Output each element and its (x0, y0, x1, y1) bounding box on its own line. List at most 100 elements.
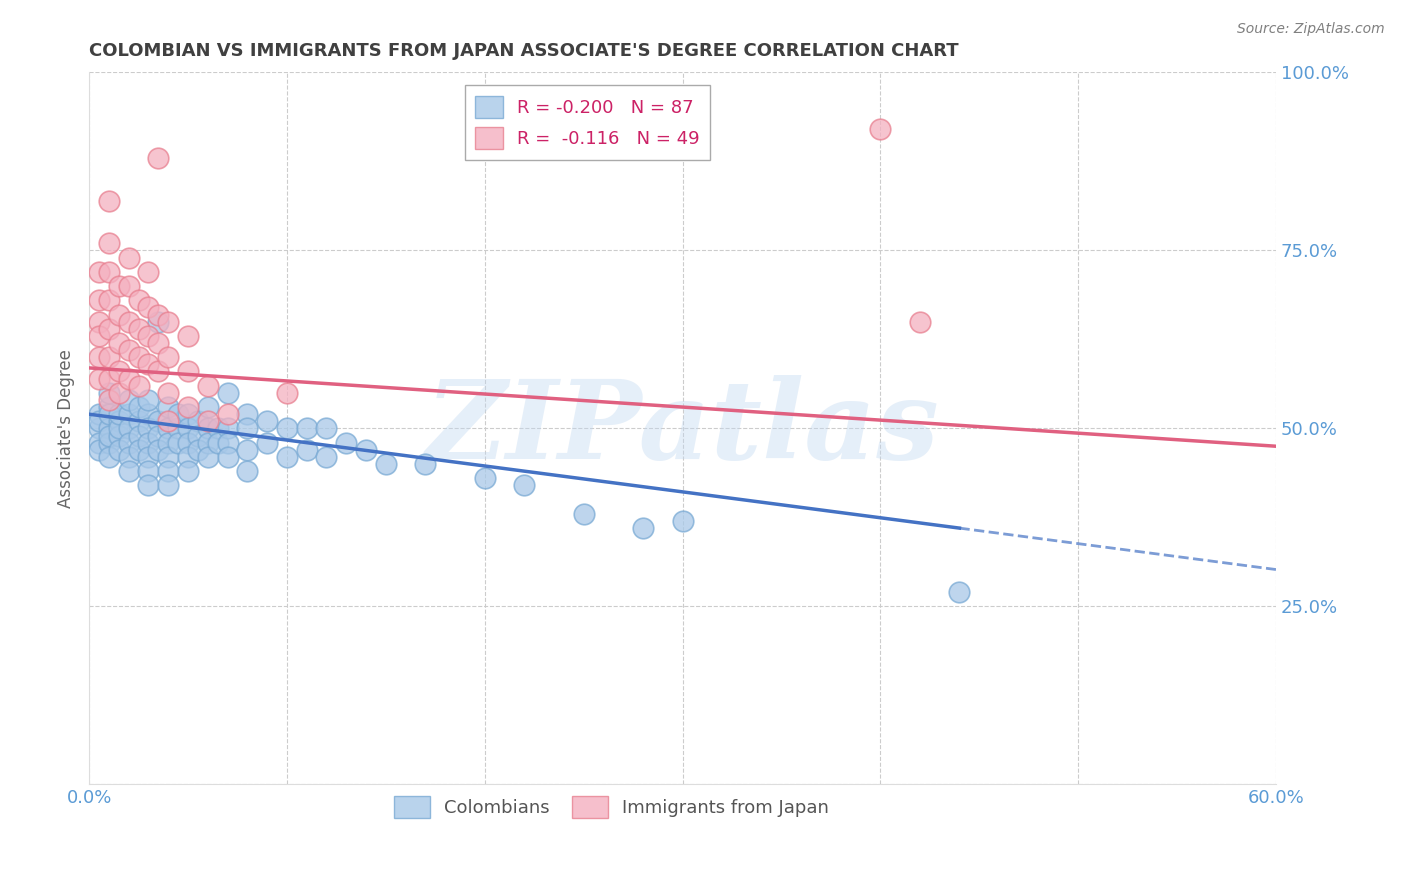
Point (107, 336, 129, 351)
Point (207, 421, 229, 435)
Point (87, 421, 110, 435)
Text: COLOMBIAN VS IMMIGRANTS FROM JAPAN ASSOCIATE'S DEGREE CORRELATION CHART: COLOMBIAN VS IMMIGRANTS FROM JAPAN ASSOC… (89, 42, 959, 60)
Point (97, 400, 120, 414)
Point (948, 585, 970, 599)
Point (197, 414, 219, 428)
Point (276, 421, 298, 435)
Point (97, 371, 120, 385)
Point (97, 322, 120, 336)
Point (236, 421, 259, 435)
Point (187, 442, 209, 457)
Point (128, 293, 150, 308)
Point (107, 385, 129, 400)
Point (631, 521, 654, 535)
Point (157, 450, 180, 464)
Point (908, 315, 931, 329)
Point (97, 265, 120, 279)
Point (97, 392, 120, 407)
Point (117, 421, 139, 435)
Point (167, 407, 190, 421)
Point (117, 435, 139, 450)
Point (97, 236, 120, 251)
Point (117, 450, 139, 464)
Point (671, 514, 693, 528)
Point (474, 471, 496, 485)
Point (97, 435, 120, 450)
Point (148, 315, 170, 329)
Point (138, 265, 160, 279)
Point (107, 308, 129, 322)
Point (138, 407, 160, 421)
Point (97, 407, 120, 421)
Point (117, 407, 139, 421)
Point (97, 450, 120, 464)
Y-axis label: Associate's Degree: Associate's Degree (58, 349, 75, 508)
Point (87, 371, 110, 385)
Point (167, 421, 190, 435)
Point (107, 442, 129, 457)
Point (107, 428, 129, 442)
Point (217, 407, 239, 421)
Point (236, 407, 259, 421)
Point (197, 400, 219, 414)
Point (128, 378, 150, 392)
Point (177, 464, 200, 478)
Point (148, 442, 170, 457)
Point (138, 478, 160, 492)
Point (87, 265, 110, 279)
Point (117, 371, 139, 385)
Point (107, 414, 129, 428)
Point (217, 385, 239, 400)
Point (138, 329, 160, 343)
Point (87, 435, 110, 450)
Text: ZIPatlas: ZIPatlas (426, 375, 939, 483)
Point (197, 378, 219, 392)
Point (217, 450, 239, 464)
Point (107, 279, 129, 293)
Point (138, 392, 160, 407)
Point (148, 308, 170, 322)
Point (97, 385, 120, 400)
Point (335, 435, 357, 450)
Point (236, 464, 259, 478)
Point (97, 293, 120, 308)
Point (157, 421, 180, 435)
Point (869, 122, 891, 136)
Point (217, 435, 239, 450)
Point (148, 336, 170, 351)
Point (97, 421, 120, 435)
Point (177, 329, 200, 343)
Point (97, 350, 120, 364)
Point (276, 385, 298, 400)
Point (117, 392, 139, 407)
Point (107, 421, 129, 435)
Point (117, 279, 139, 293)
Point (187, 414, 209, 428)
Point (256, 414, 278, 428)
Point (97, 428, 120, 442)
Point (117, 343, 139, 357)
Point (157, 315, 180, 329)
Point (128, 400, 150, 414)
Point (148, 414, 170, 428)
Point (167, 435, 190, 450)
Point (157, 385, 180, 400)
Point (117, 464, 139, 478)
Point (513, 478, 536, 492)
Point (87, 407, 110, 421)
Point (177, 407, 200, 421)
Point (197, 421, 219, 435)
Point (197, 450, 219, 464)
Point (207, 435, 229, 450)
Point (572, 507, 595, 521)
Point (354, 442, 377, 457)
Point (187, 428, 209, 442)
Point (87, 414, 110, 428)
Point (177, 450, 200, 464)
Point (128, 442, 150, 457)
Point (256, 435, 278, 450)
Text: Source: ZipAtlas.com: Source: ZipAtlas.com (1237, 22, 1385, 37)
Point (117, 251, 139, 265)
Point (315, 450, 337, 464)
Point (295, 421, 318, 435)
